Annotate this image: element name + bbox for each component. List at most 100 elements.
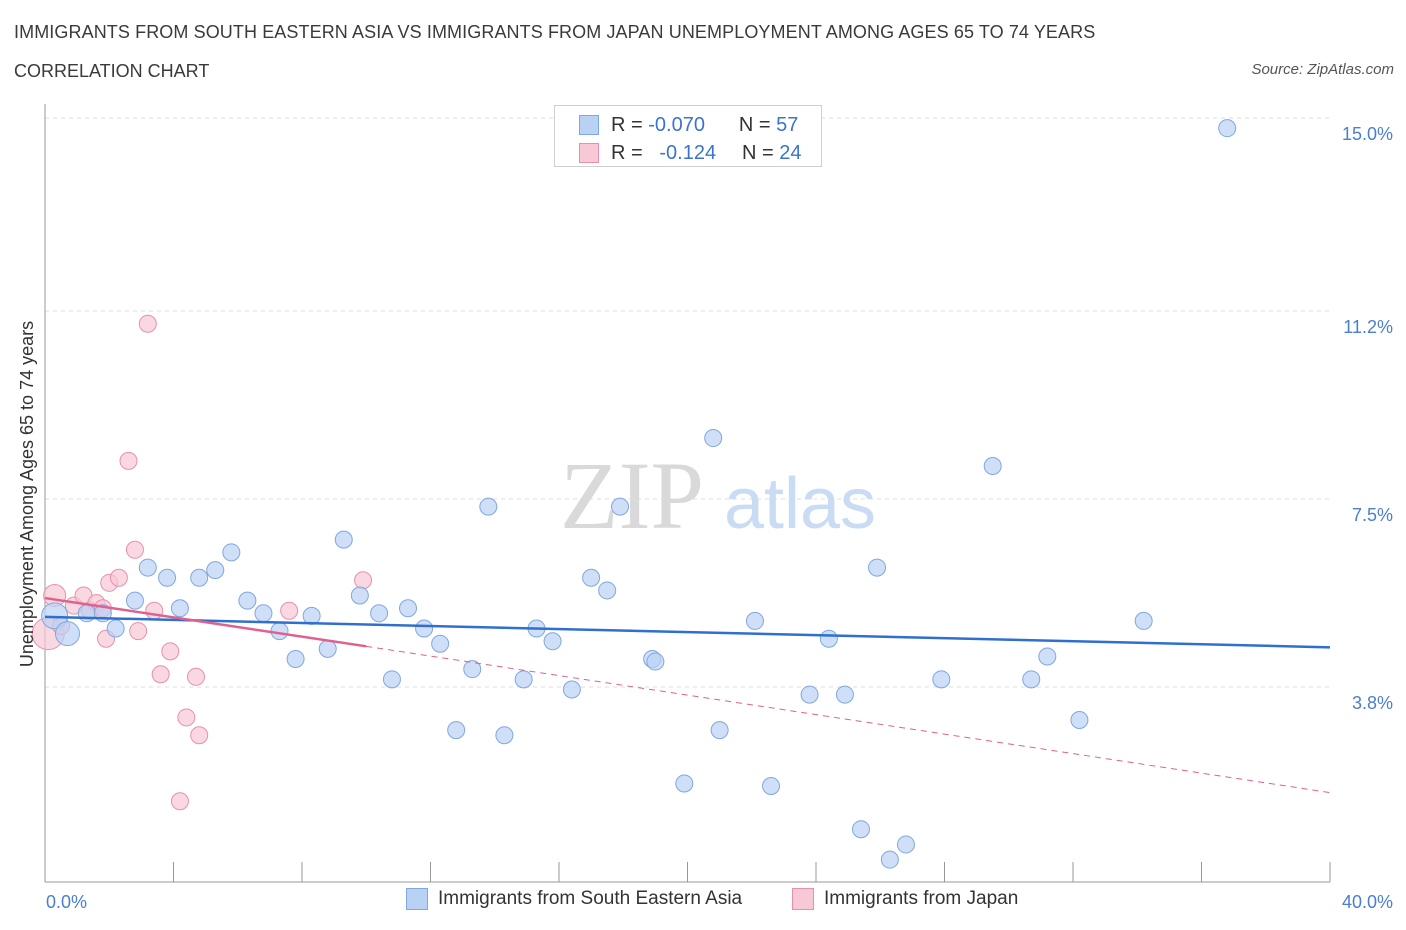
japan-point [125,540,144,559]
legend-item-sea: Immigrants from South Eastern Asia [406,888,742,910]
trend-lines [44,596,1331,794]
sea-point [382,670,401,689]
sea-point [463,660,482,679]
sea-point [932,670,951,689]
sea-point [611,497,630,516]
japan-point [186,667,205,686]
sea-point [495,726,514,745]
japan-point [151,665,170,684]
sea-point [431,634,450,653]
sea-point [800,685,819,704]
legend-item-japan: Immigrants from Japan [792,888,1018,910]
japan-point [138,314,157,333]
y-tick-label: 11.2% [1343,317,1393,337]
sea-point [896,835,915,854]
legend-swatch-pink [792,888,814,910]
japan-trend-line-extrapolated [366,645,1331,794]
sea-point [710,721,729,740]
sea-point [562,680,581,699]
sea-point [835,685,854,704]
watermark: ZIP atlas [560,442,876,549]
japan-point [109,568,128,587]
sea-point [675,774,694,793]
sea-point [447,721,466,740]
japan-point [177,708,196,727]
sea-trend-line [44,615,1331,649]
sea-point [543,632,562,651]
watermark-zip: ZIP [560,442,704,549]
japan-point [129,622,148,641]
sea-point [399,599,418,618]
x-tick-label: 0.0% [46,892,87,912]
sea-point [851,820,870,839]
sea-point [106,619,125,638]
legend-n-value: 57 [776,113,799,136]
y-tick-label: 15.0% [1342,124,1393,144]
legend-r-value: -0.124 [659,141,717,164]
legend-swatch-pink [579,143,599,163]
sea-point [138,558,157,577]
sea-point [350,586,369,605]
japan-point [280,601,299,620]
legend-n-label: N = [742,141,774,164]
data-points [31,119,1237,869]
sea-point [880,850,899,869]
legend-swatch-blue [579,115,599,135]
sea-point [206,561,225,580]
sea-point [286,650,305,669]
sea-point [415,619,434,638]
sea-point [868,558,887,577]
legend-r-label: R = [611,113,643,136]
legend-swatch-blue [406,888,428,910]
legend-r-value: -0.070 [648,113,705,136]
sea-point [1218,119,1237,138]
legend-n-label: N = [738,113,771,136]
sea-point [334,530,353,549]
sea-point [819,629,838,648]
chart-title: IMMIGRANTS FROM SOUTH EASTERN ASIA VS IM… [14,22,1096,42]
japan-point [354,571,373,590]
source-credit: Source: ZipAtlas.com [1251,61,1394,78]
x-tick-label: 40.0% [1342,892,1393,912]
japan-trend-line [44,596,367,648]
sea-point [762,777,781,796]
japan-point [119,451,138,470]
correlation-legend: R = -0.070 N = 57 R = -0.124 N = 24 [554,105,822,167]
sea-point [514,670,533,689]
sea-point [582,568,601,587]
sea-point [238,591,257,610]
sea-point [479,497,498,516]
legend-row-japan: R = -0.124 N = 24 [579,141,802,165]
sea-point [54,621,80,647]
y-tick-label: 7.5% [1352,505,1393,525]
sea-point [646,652,665,671]
chart-subtitle: CORRELATION CHART [14,61,210,81]
japan-point [161,642,180,661]
watermark-atlas: atlas [724,464,876,544]
legend-row-sea: R = -0.070 N = 57 [579,113,798,137]
sea-point [1022,670,1041,689]
axes [44,104,1331,883]
sea-point [704,429,723,448]
legend-n-value: 24 [779,141,802,164]
legend-label-japan: Immigrants from Japan [824,888,1019,909]
japan-point [145,601,164,620]
sea-point [598,581,617,600]
sea-point [190,568,209,587]
sea-point [254,604,273,623]
japan-point [190,726,209,745]
legend-label-sea: Immigrants from South Eastern Asia [438,888,743,909]
sea-point [77,604,96,623]
sea-point [270,622,289,641]
sea-point [158,568,177,587]
sea-point [983,456,1002,475]
sea-point [745,611,764,630]
sea-point [1070,710,1089,729]
legend-r-label: R = [611,141,643,164]
sea-point [170,599,189,618]
japan-point [170,792,189,811]
sea-point [222,543,241,562]
sea-point [370,604,389,623]
sea-point [1038,647,1057,666]
